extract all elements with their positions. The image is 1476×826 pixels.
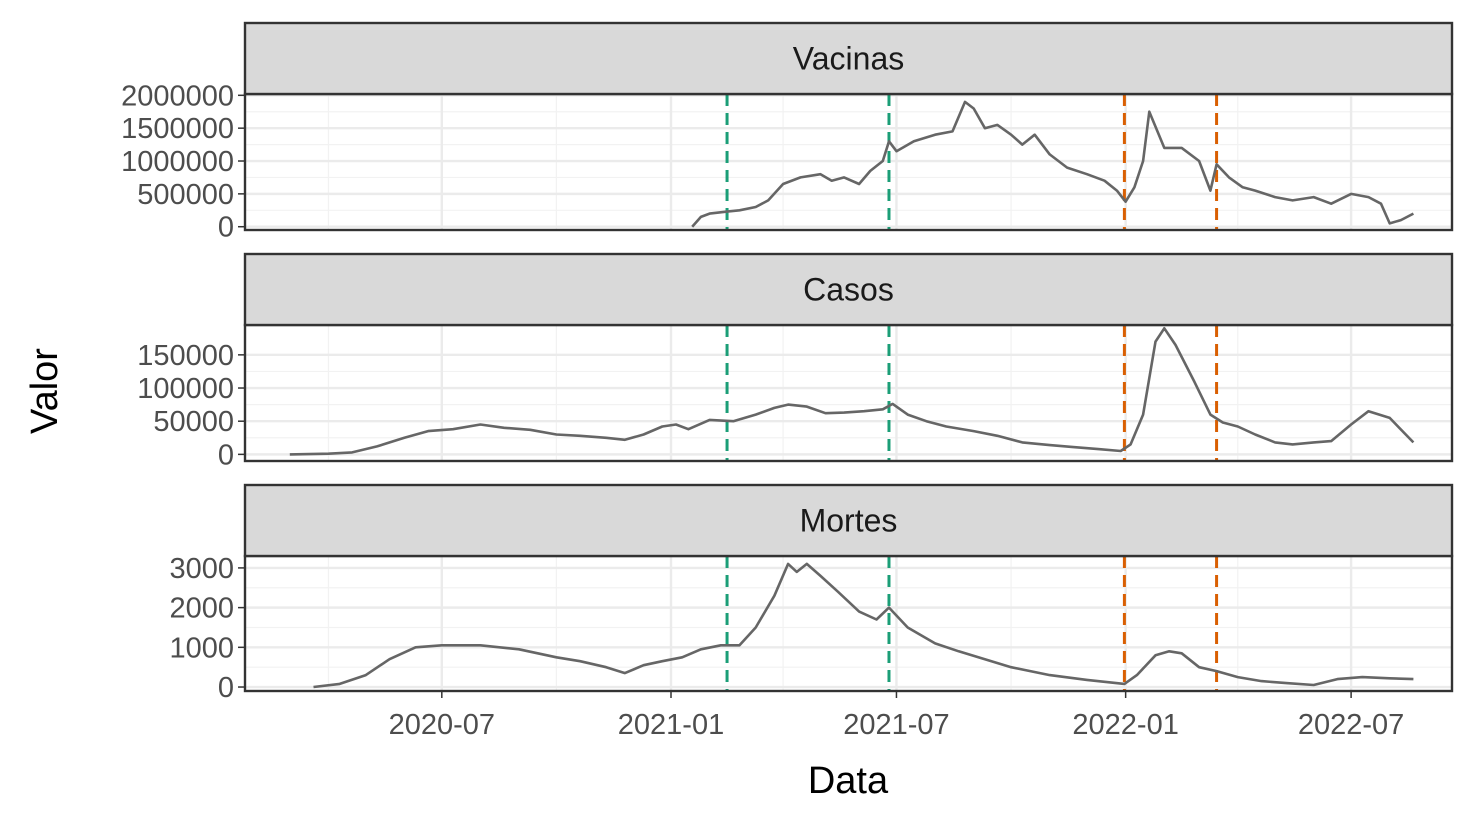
facet-strip [243,21,1454,96]
x-tick-label: 2022-07 [1298,709,1404,741]
y-tick-label: 1500000 [121,113,234,145]
x-tick-label: 2020-07 [389,709,495,741]
series-line-mortes [313,562,1414,689]
facet-strip [243,252,1454,327]
y-tick-label: 0 [218,439,234,471]
y-tick-label: 2000 [169,593,234,625]
facet-strip-label: Mortes [800,503,898,539]
facet-panel-mortes: 0 1000 2000 3000 Mortes [169,483,1454,704]
x-tick-label: 2022-01 [1072,709,1178,741]
x-axis-title: Data [808,760,889,802]
y-axis-title: Valor [24,348,66,434]
x-tick-label: 2021-01 [618,709,724,741]
y-tick-label: 3000 [169,553,234,585]
x-tick-label: 2021-07 [843,709,949,741]
y-tick-label: 50000 [153,406,234,438]
y-tick-label: 0 [218,672,234,704]
facet-strip-label: Casos [803,272,894,308]
y-tick-label: 0 [218,212,234,244]
facet-strip [243,483,1454,558]
panel-background [245,556,1452,691]
y-tick-label: 500000 [137,179,234,211]
panels-layer: 0500000100000015000002000000Vacinas05000… [121,21,1454,704]
y-tick-label: 150000 [137,340,234,372]
y-tick-label: 1000 [169,632,234,664]
x-axis: 2020-07 2021-01 2021-07 2022-01 2022-07 [389,691,1404,741]
y-tick-label: 100000 [137,373,234,405]
y-tick-label: 1000000 [121,146,234,178]
facet-strip-label: Vacinas [793,41,904,77]
series-line-casos [289,326,1415,456]
series-line-vacinas [691,100,1414,228]
y-tick-label: 2000000 [121,80,234,112]
